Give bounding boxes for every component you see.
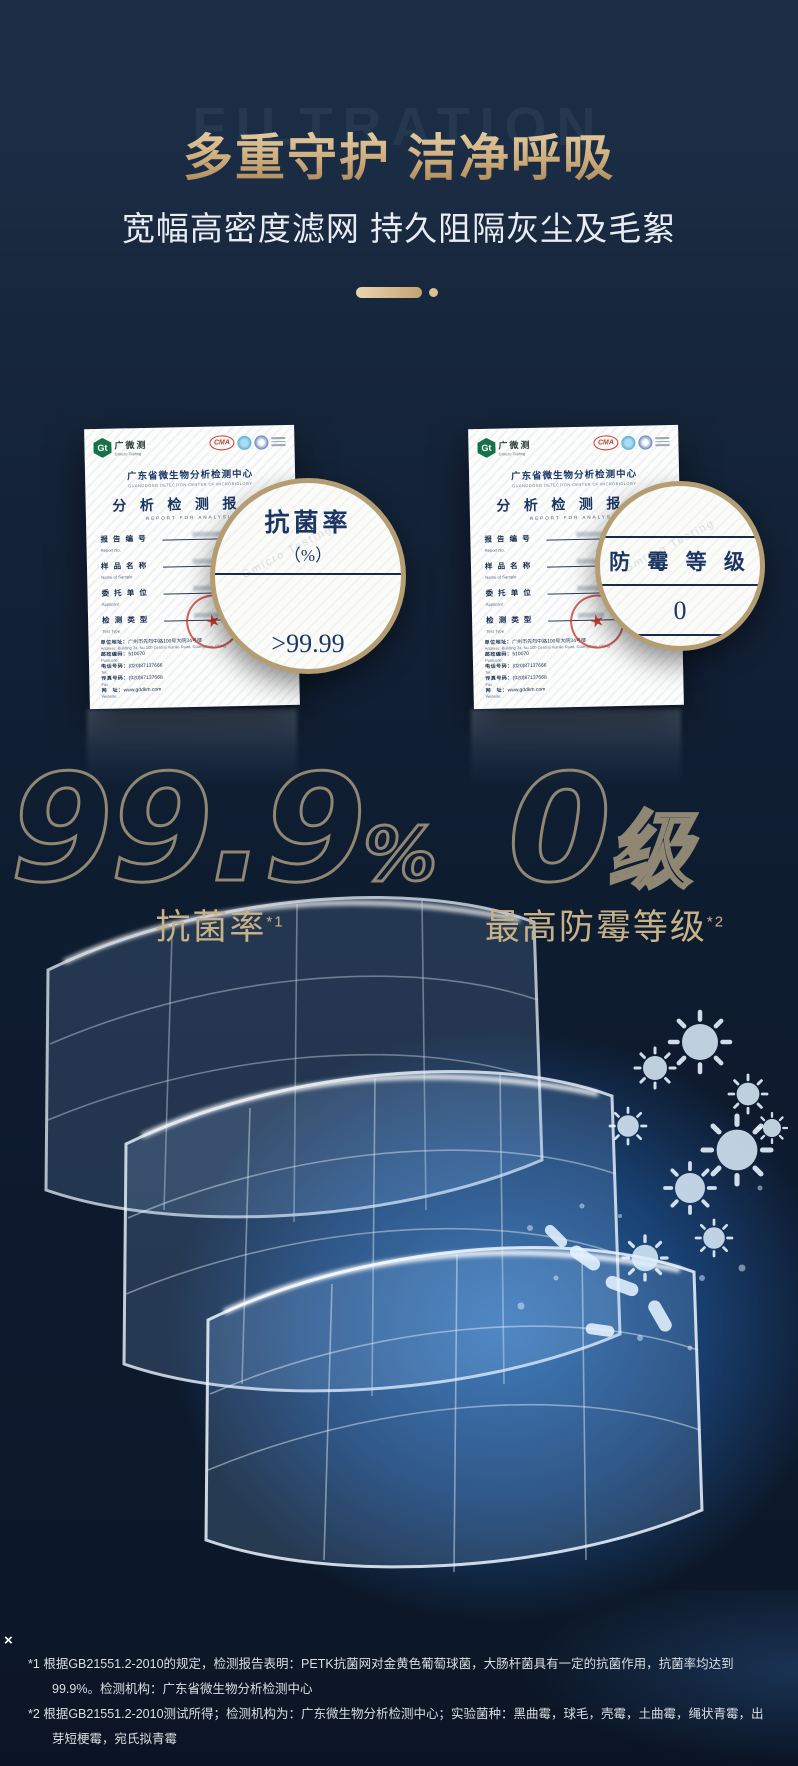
footnote-2: *2 根据GB21551.2-2010测试所得；检测机构为：广东微生物分析检测中… (28, 1707, 764, 1746)
close-icon[interactable]: × (4, 1632, 13, 1649)
gmicro-logo-icon: Gt (93, 438, 111, 458)
address-block: 单位地址：广州市先烈中路100号大院34号楼 Address: Building… (484, 637, 610, 699)
mesh-sheets (46, 898, 702, 1572)
germs-illustration (517, 1012, 789, 1351)
table-rule (600, 634, 760, 636)
accreditation-logo-icon (237, 435, 252, 450)
certificate-header: Gt 广微测 Gmicro Testing CMA (84, 425, 295, 458)
table-rule (600, 584, 760, 586)
cma-logo-icon: CMA (209, 435, 235, 451)
gmicro-logo-icon: Gt (477, 438, 495, 458)
magnifier-mold-grade: Gmicro Testing 防 霉 等 级 0 (595, 481, 765, 651)
gmicro-brand: Gt 广微测 Gmicro Testing (93, 437, 148, 458)
footnote-1: *1 根据GB21551.2-2010的规定，检测报告表明：PETK抗菌网对金黄… (28, 1657, 734, 1696)
gmicro-logo-subtext: Gmicro Testing (498, 451, 526, 457)
gmicro-brand: Gt 广微测 Gmicro Testing (477, 437, 532, 458)
magnifier-antibacterial-rate: Gmicro Testing 抗菌率 （%） >99.99 (210, 478, 406, 674)
stat-label: 抗菌率*1 (155, 908, 285, 948)
cnas-logo-icon (638, 434, 653, 450)
table-rule (215, 573, 401, 575)
certificate-reflection-left (87, 709, 297, 801)
certificate-header: Gt 广微测 Gmicro Testing CMA (468, 425, 679, 458)
table-rule (600, 536, 760, 538)
accreditation-badges: CMA (593, 434, 670, 451)
badge-text-block (655, 435, 670, 448)
certificate-reflection-right (471, 709, 681, 801)
gmicro-logo-subtext: Gmicro Testing (114, 451, 142, 457)
page-subtitle: 宽幅高密度滤网 持久阻隔灰尘及毛絮 (121, 210, 677, 247)
stat-antibacterial-rate: 99.9% 抗菌率*1 (8, 743, 438, 950)
divider-dot (429, 288, 438, 297)
cnas-logo-icon (254, 434, 269, 450)
footer-glow (518, 1590, 798, 1766)
mold-grade-value: 0 (673, 596, 687, 625)
page-title: 多重守护 洁净呼吸 (0, 118, 798, 190)
stat-mold-grade: 0级 最高防霉等级*2 (420, 743, 790, 950)
mold-grade-title: 防 霉 等 级 (609, 550, 751, 574)
filtration-watermark: FILTRATION (0, 96, 798, 158)
gmicro-logo-text: 广微测 (114, 439, 148, 451)
antibacterial-rate-title: 抗菌率 (264, 510, 352, 537)
stat-value: 0级 (507, 743, 694, 915)
cma-logo-icon: CMA (593, 435, 619, 451)
accreditation-badges: CMA (209, 434, 286, 451)
stat-value: 99.9% (8, 743, 438, 915)
antibacterial-rate-value: >99.99 (271, 629, 345, 658)
badge-text-block (271, 435, 286, 448)
divider-bar (356, 287, 422, 298)
stat-label: 最高防霉等级*2 (484, 908, 726, 948)
filter-mesh-illustration (0, 886, 789, 1666)
gmicro-logo-text: 广微测 (498, 439, 532, 451)
antibacterial-rate-unit: （%） (283, 546, 333, 565)
accreditation-logo-icon (621, 435, 636, 450)
footnotes: *1 根据GB21551.2-2010的规定，检测报告表明：PETK抗菌网对金黄… (28, 1652, 776, 1752)
